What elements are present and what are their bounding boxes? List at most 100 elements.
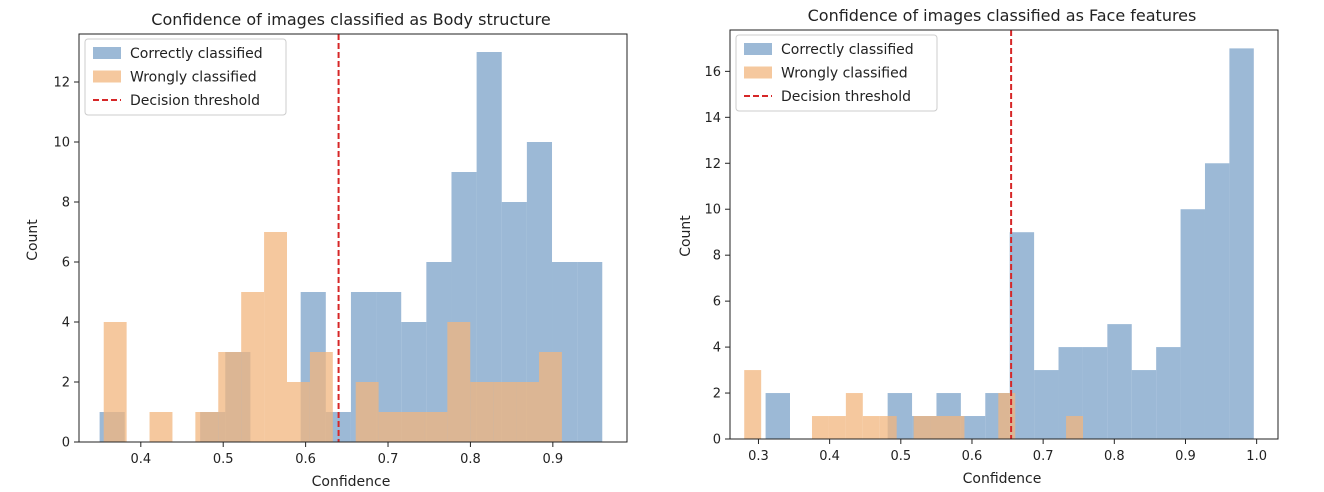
bar [149,412,173,442]
y-tick-label: 0 [713,433,721,448]
bar [879,416,897,439]
chart-title: Confidence of images classified as Body … [151,10,550,29]
bar [828,416,846,439]
y-tick-label: 6 [62,256,70,271]
x-tick-label: 0.3 [748,449,769,464]
x-tick-label: 0.7 [378,452,399,467]
legend-box [84,38,287,116]
legend-swatch [744,66,772,79]
series-wrong [744,370,1083,439]
x-tick-label: 0.5 [213,452,234,467]
x-tick-label: 0.8 [1104,449,1125,464]
x-tick-label: 0.5 [890,449,911,464]
plot-area: 0.4 0.5 0.6 0.7 0.8 0.9 0 2 4 6 8 10 12 Correctly cla… [53,33,628,467]
x-tick-label: 0.6 [962,449,983,464]
bar [476,52,502,442]
bar [1066,416,1083,439]
x-tick-label: 0.9 [542,452,563,467]
bar [470,382,494,442]
bar [1131,370,1157,439]
bar [862,416,880,439]
legend-label: Correctly classified [130,46,263,62]
y-tick-label: 14 [704,111,721,126]
chart-face-features: Confidence of images classified as Face … [678,6,1279,487]
bar [1204,163,1230,440]
legend-label: Decision threshold [130,93,260,109]
bar [241,292,265,442]
bar [930,416,948,439]
series-wrong [103,232,562,442]
legend-label: Correctly classified [781,42,914,58]
bar [218,352,242,442]
x-tick-label: 0.8 [460,452,481,467]
bar [309,352,333,442]
bar [1229,48,1254,440]
bar [103,322,127,442]
bar [765,393,790,439]
axes-frame [78,33,628,443]
chart-body-structure: Confidence of images classified as Body … [25,10,628,490]
y-tick-label: 0 [62,436,70,451]
legend-label: Decision threshold [781,89,911,105]
bar [493,382,517,442]
bar [845,393,863,439]
y-tick-label: 12 [53,76,70,91]
bar [577,262,603,442]
x-axis-label: Confidence [312,474,391,490]
y-axis-label: Count [25,219,41,261]
bar [378,412,402,442]
legend: Correctly classified Wrongly classified De… [735,34,938,112]
x-tick-label: 0.6 [295,452,316,467]
bar [516,382,539,442]
x-tick-label: 0.4 [130,452,151,467]
bar [401,412,425,442]
x-tick-label: 0.4 [819,449,840,464]
bar [195,412,219,442]
bar [424,412,448,442]
x-tick-label: 0.9 [1175,449,1196,464]
bar [913,416,931,439]
y-axis-label: Count [678,215,694,257]
x-axis-label: Confidence [963,471,1042,487]
bar [947,416,965,439]
bar [998,393,1016,439]
chart-title: Confidence of images classified as Face … [808,6,1197,25]
y-tick-label: 8 [62,196,70,211]
y-tick-label: 10 [704,203,721,218]
bar [744,370,762,439]
legend: Correctly classified Wrongly classified De… [84,38,287,116]
series-correct [765,48,1254,440]
legend-label: Wrongly classified [130,70,257,86]
legend-swatch [93,47,121,59]
bar [286,382,310,442]
bar [811,416,829,439]
legend-label: Wrongly classified [781,66,908,82]
bar [1156,347,1181,439]
axes-frame [729,29,1279,440]
bar [1082,347,1108,439]
plot-area: 0.3 0.4 0.5 0.6 0.7 0.8 0.9 1.0 0 2 4 6 8 10 12 14 16 Cor… [704,29,1279,464]
bar [1107,324,1132,439]
bar [447,322,471,442]
y-tick-label: 2 [713,387,721,402]
legend-box [735,34,938,112]
y-tick-label: 12 [704,157,721,172]
bar [960,416,986,439]
bar [1034,370,1059,439]
legend-swatch [93,70,121,83]
y-tick-label: 6 [713,295,721,310]
y-tick-label: 2 [62,376,70,391]
y-tick-label: 10 [53,136,70,151]
x-tick-label: 0.7 [1033,449,1054,464]
bar [264,232,287,442]
x-tick-label: 1.0 [1246,449,1267,464]
bar [1180,209,1205,439]
legend-swatch [744,43,772,55]
bar [538,352,562,442]
y-tick-label: 16 [704,65,721,80]
y-tick-label: 4 [713,341,721,356]
y-tick-label: 4 [62,316,70,331]
y-tick-label: 8 [713,249,721,264]
bar [355,382,379,442]
